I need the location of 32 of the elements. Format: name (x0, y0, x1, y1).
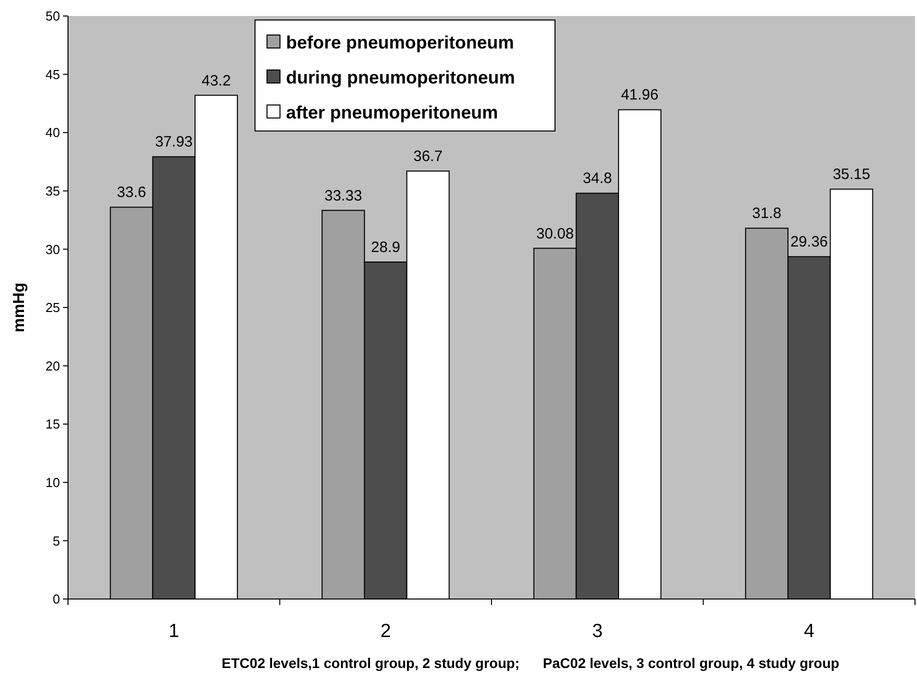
x-tick-label: 1 (168, 621, 180, 642)
y-tick-label: 35 (46, 183, 60, 198)
legend-label: before pneumoperitoneum (286, 32, 514, 52)
y-tick-label: 45 (46, 66, 60, 82)
data-label: 33.33 (324, 187, 362, 204)
x-tick-label: 3 (592, 621, 603, 642)
legend-label: after pneumoperitoneum (286, 102, 498, 122)
y-tick-label: 30 (46, 242, 60, 257)
y-axis-title: mmHg (11, 282, 28, 332)
y-tick-label: 15 (46, 416, 60, 432)
legend-label: during pneumoperitoneum (286, 67, 515, 88)
x-axis-title: ETC02 levels,1 control group, 2 study group; PaC02 levels, 3 control group, 4 study group (222, 655, 840, 671)
y-tick-label: 25 (46, 300, 60, 316)
data-label: 36.7 (413, 148, 443, 166)
data-label: 43.2 (202, 72, 231, 90)
data-label: 41.96 (620, 86, 658, 104)
data-label: 28.9 (371, 239, 400, 256)
data-label: 31.8 (752, 205, 782, 222)
y-tick-label: 5 (52, 533, 60, 548)
y-tick-label: 10 (46, 474, 60, 490)
data-label: 37.93 (155, 134, 193, 151)
y-tick-label: 50 (46, 8, 60, 24)
x-tick-label: 4 (804, 621, 815, 642)
x-tick-label: 2 (380, 621, 391, 642)
data-label: 29.36 (790, 234, 828, 251)
data-label: 30.08 (536, 225, 574, 242)
data-label: 34.8 (582, 170, 612, 188)
data-label: 33.6 (116, 184, 146, 202)
y-tick-label: 20 (46, 358, 60, 374)
y-tick-label: 0 (52, 592, 60, 607)
data-label: 35.15 (832, 166, 870, 184)
y-tick-label: 40 (46, 125, 60, 140)
